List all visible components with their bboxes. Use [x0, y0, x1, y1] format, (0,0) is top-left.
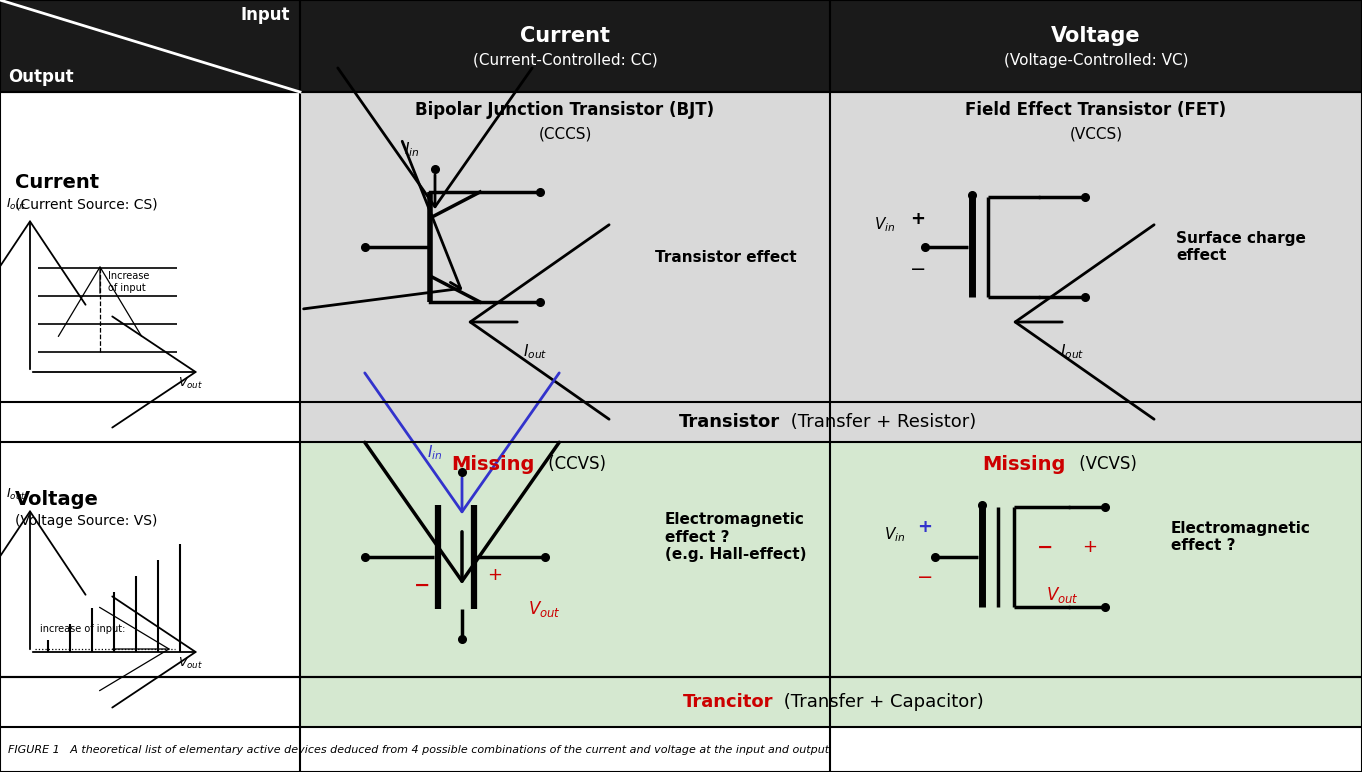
- Text: Field Effect Transistor (FET): Field Effect Transistor (FET): [966, 101, 1227, 119]
- Text: Current: Current: [15, 172, 99, 191]
- Text: $I_{in}$: $I_{in}$: [426, 443, 443, 462]
- Text: Output: Output: [8, 68, 74, 86]
- Text: $V_{out}$: $V_{out}$: [528, 599, 561, 619]
- Text: (Transfer + Resistor): (Transfer + Resistor): [785, 413, 977, 431]
- Text: (CCVS): (CCVS): [543, 455, 606, 473]
- Text: $V_{out}$: $V_{out}$: [178, 376, 203, 391]
- Text: −: −: [917, 567, 933, 587]
- Text: $V_{out}$: $V_{out}$: [1046, 585, 1079, 605]
- Text: −: −: [414, 575, 430, 594]
- Text: −: −: [910, 259, 926, 279]
- Text: $V_{out}$: $V_{out}$: [178, 656, 203, 671]
- Text: $I_{out}$: $I_{out}$: [5, 487, 26, 502]
- Bar: [300, 677, 1362, 727]
- Text: Missing: Missing: [982, 455, 1066, 473]
- Text: $V_{in}$: $V_{in}$: [884, 526, 904, 544]
- Bar: [0, 402, 300, 442]
- Text: +: +: [1083, 538, 1098, 556]
- Text: +: +: [911, 210, 926, 228]
- Text: (Voltage Source: VS): (Voltage Source: VS): [15, 514, 158, 529]
- Text: Electromagnetic
effect ?
(e.g. Hall-effect): Electromagnetic effect ? (e.g. Hall-effe…: [665, 512, 806, 562]
- Bar: [300, 92, 829, 402]
- Bar: [0, 677, 300, 727]
- Text: (Voltage-Controlled: VC): (Voltage-Controlled: VC): [1004, 52, 1188, 67]
- Text: Current: Current: [520, 26, 610, 46]
- Text: Missing: Missing: [452, 455, 535, 473]
- Text: Electromagnetic
effect ?: Electromagnetic effect ?: [1171, 521, 1310, 554]
- Text: (CCCS): (CCCS): [538, 127, 591, 141]
- Text: (VCVS): (VCVS): [1075, 455, 1137, 473]
- Bar: [829, 0, 1362, 92]
- Text: Bipolar Junction Transistor (BJT): Bipolar Junction Transistor (BJT): [415, 101, 715, 119]
- Text: Surface charge
effect: Surface charge effect: [1175, 231, 1306, 263]
- Bar: [829, 442, 1362, 677]
- Text: Increase
of input: Increase of input: [108, 271, 150, 293]
- Text: FIGURE 1   A theoretical list of elementary active devices deduced from 4 possib: FIGURE 1 A theoretical list of elementar…: [8, 745, 829, 755]
- Text: $I_{out}$: $I_{out}$: [523, 342, 548, 361]
- Text: (VCCS): (VCCS): [1069, 127, 1122, 141]
- Text: Trancitor: Trancitor: [682, 693, 774, 711]
- Text: Transistor effect: Transistor effect: [655, 249, 797, 265]
- Bar: [300, 402, 1362, 442]
- Text: +: +: [918, 518, 933, 536]
- Text: Voltage: Voltage: [1051, 26, 1141, 46]
- Text: $I_{in}$: $I_{in}$: [405, 141, 419, 159]
- Bar: [300, 0, 829, 92]
- Text: +: +: [488, 566, 503, 584]
- Text: Transistor: Transistor: [678, 413, 780, 431]
- Text: increase of input:: increase of input:: [39, 624, 125, 634]
- Bar: [300, 442, 829, 677]
- Text: (Transfer + Capacitor): (Transfer + Capacitor): [778, 693, 983, 711]
- Bar: [0, 727, 1362, 772]
- Bar: [0, 0, 300, 92]
- Bar: [0, 92, 300, 402]
- Text: $V_{in}$: $V_{in}$: [873, 215, 895, 235]
- Text: (Current Source: CS): (Current Source: CS): [15, 198, 158, 212]
- Text: Input: Input: [241, 6, 290, 24]
- Text: −: −: [1036, 537, 1053, 557]
- Bar: [0, 442, 300, 677]
- Text: $I_{out}$: $I_{out}$: [1060, 342, 1084, 361]
- Text: $I_{out}$: $I_{out}$: [5, 197, 26, 212]
- Bar: [829, 92, 1362, 402]
- Text: (Current-Controlled: CC): (Current-Controlled: CC): [473, 52, 658, 67]
- Text: Voltage: Voltage: [15, 490, 99, 509]
